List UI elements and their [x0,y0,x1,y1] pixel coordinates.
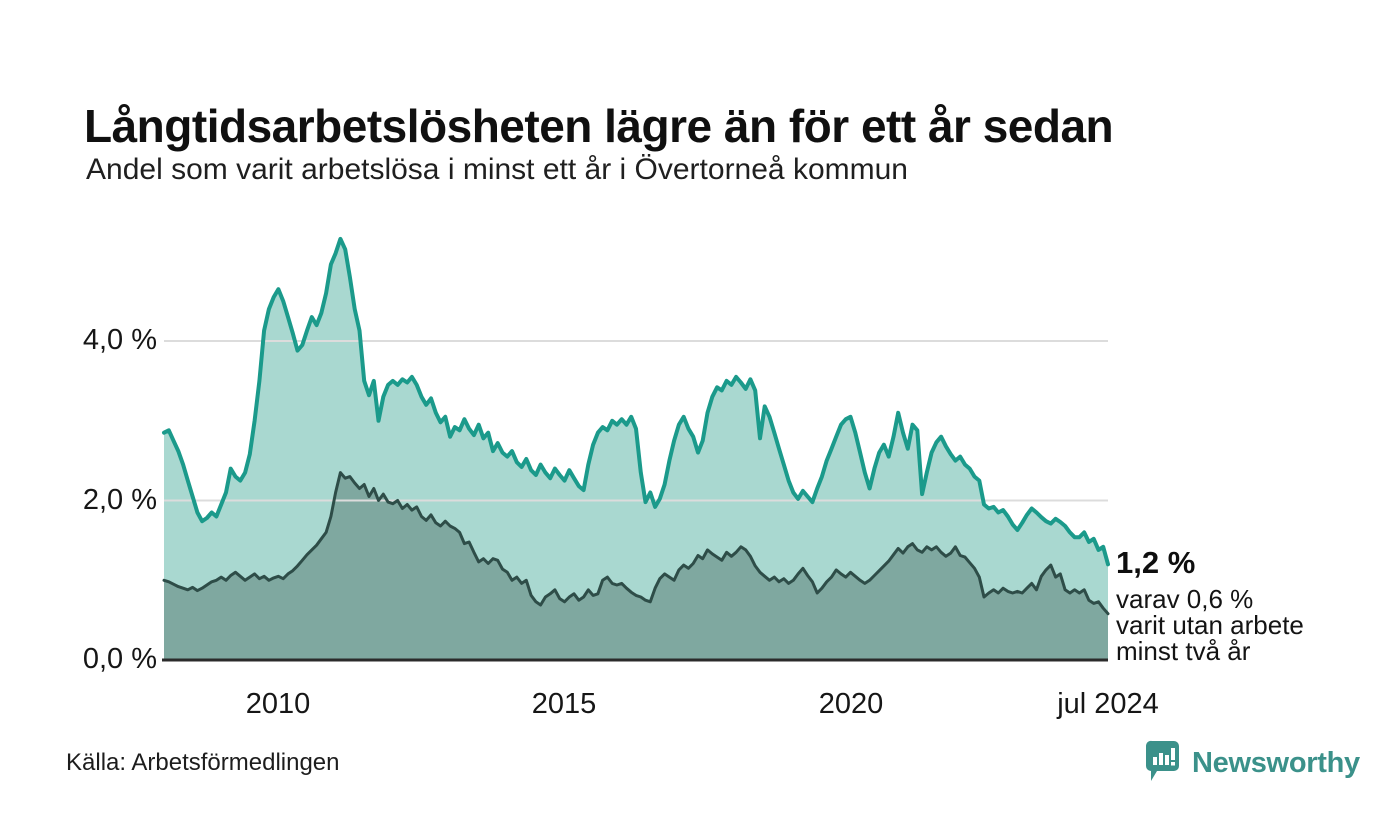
y-axis-label-2pct: 2,0 % [82,483,157,516]
exclamation-dot [1171,762,1175,766]
y-axis-label-4pct: 4,0 % [82,324,157,356]
exclamation-stem [1171,748,1175,760]
chart-subtitle: Andel som varit arbetslösa i minst ett å… [86,153,908,186]
x-axis-label-2015: 2015 [531,688,597,720]
annotation-line-3: minst två år [1116,636,1251,666]
area-fill [164,472,1108,660]
bar-1 [1153,757,1157,765]
newsworthy-logo[interactable]: Newsworthy [1146,740,1360,784]
x-axis-label-2020: 2020 [818,688,884,720]
y-axis-label-0pct: 0,0 % [82,643,157,675]
annotation-line-2: varit utan arbete [1116,610,1304,640]
annotation-line-1: varav 0,6 % [1116,584,1254,614]
series-line-min-2-years [162,471,1110,616]
x-axis-label-2010: 2010 [245,688,311,720]
annotation-detail: varav 0,6 % varit utan arbete minst två … [1116,586,1304,664]
series-line-min-1-year [162,236,1110,567]
source-credit: Källa: Arbetsförmedlingen [66,749,340,776]
x-axis-label-jul-2024: jul 2024 [1057,688,1159,720]
bar-3 [1165,755,1169,765]
newsworthy-logo-icon [1146,740,1179,781]
annotation-latest-value: 1,2 % [1116,545,1196,580]
page-title: Långtidsarbetslösheten lägre än för ett … [84,99,1114,152]
brand-name: Newsworthy [1192,747,1360,779]
bar-2 [1159,753,1163,765]
